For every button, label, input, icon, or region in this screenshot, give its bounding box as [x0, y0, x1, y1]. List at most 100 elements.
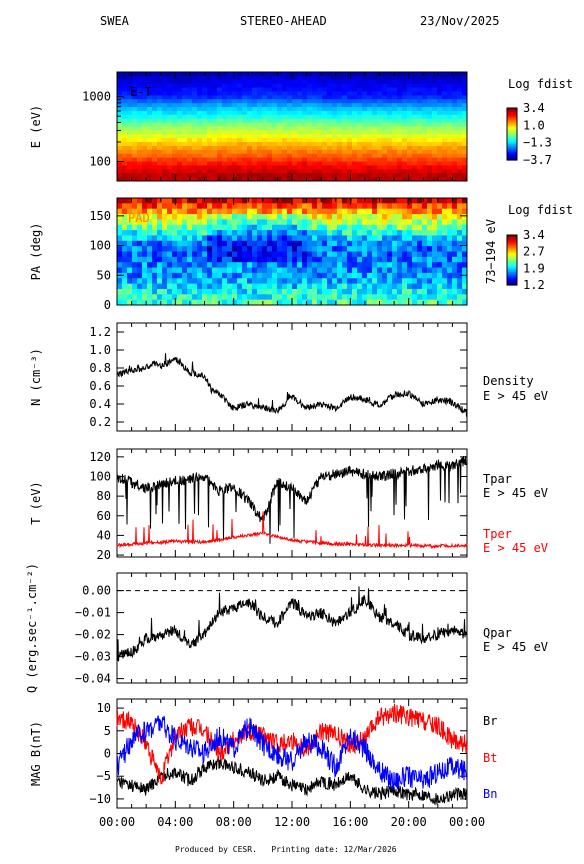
- et-cell: [217, 114, 223, 120]
- pad-cell: [422, 283, 428, 290]
- pad-cell: [242, 246, 248, 252]
- pad-cell: [312, 246, 318, 252]
- et-cell: [427, 103, 433, 108]
- pad-cell: [387, 240, 393, 247]
- et-cell: [162, 79, 168, 85]
- et-cell: [247, 173, 253, 178]
- pad-cell: [457, 214, 463, 220]
- et-cell: [232, 149, 238, 155]
- et-cell: [257, 103, 263, 108]
- et-cell: [292, 149, 298, 155]
- pad-cell: [257, 283, 263, 290]
- et-cell: [407, 72, 413, 77]
- pad-cell: [302, 240, 308, 247]
- pad-cell: [237, 230, 243, 236]
- et-cell: [207, 153, 213, 159]
- pad-cell: [257, 224, 263, 231]
- pad-cell: [187, 240, 193, 247]
- et-cell: [252, 169, 258, 174]
- et-cell: [127, 118, 133, 124]
- pad-cell: [262, 235, 268, 242]
- et-cell: [397, 157, 403, 163]
- pad-cell: [162, 262, 168, 269]
- density-label: Density: [483, 374, 534, 388]
- pad-cell: [447, 230, 453, 236]
- et-cell: [372, 157, 378, 163]
- et-cell: [157, 138, 163, 143]
- et-cell: [212, 83, 218, 89]
- pad-cell: [237, 272, 243, 279]
- pad-cell: [417, 294, 423, 301]
- et-cell: [357, 114, 363, 120]
- pad-cell: [407, 198, 413, 204]
- pad-cell: [322, 198, 328, 204]
- et-cell: [412, 72, 418, 77]
- pad-cell: [372, 299, 378, 306]
- pad-cell: [457, 240, 463, 247]
- pad-cell: [347, 219, 353, 226]
- pad-cell: [412, 214, 418, 220]
- et-cell: [412, 149, 418, 155]
- pad-cell: [287, 224, 293, 231]
- et-ytick-label: 100: [89, 154, 111, 168]
- pad-cell: [167, 203, 173, 210]
- et-cell: [452, 153, 458, 159]
- et-cell: [182, 130, 188, 135]
- et-cell: [177, 72, 183, 77]
- et-cell: [447, 153, 453, 159]
- pad-colorbar-cell: [507, 271, 517, 274]
- et-cell: [202, 122, 208, 127]
- et-cell: [147, 177, 153, 182]
- et-cell: [202, 103, 208, 108]
- et-cell: [137, 153, 143, 159]
- et-cell: [432, 130, 438, 135]
- pad-cell: [147, 251, 153, 258]
- pad-cell: [267, 214, 273, 220]
- et-cell: [177, 95, 183, 100]
- et-cell: [412, 114, 418, 120]
- et-cell: [322, 118, 328, 124]
- et-cell: [387, 91, 393, 96]
- pad-cell: [367, 246, 373, 252]
- pad-colorbar-cell: [507, 256, 517, 259]
- et-cell: [222, 122, 228, 127]
- et-cell: [457, 130, 463, 135]
- et-cell: [122, 122, 128, 127]
- et-cell: [222, 130, 228, 135]
- pad-cell: [142, 267, 148, 274]
- et-cell: [357, 149, 363, 155]
- pad-cell: [132, 230, 138, 236]
- et-cell: [377, 157, 383, 163]
- pad-cell: [137, 251, 143, 258]
- pad-cell: [152, 256, 158, 263]
- pad-cell: [302, 267, 308, 274]
- et-cell: [122, 153, 128, 159]
- pad-cell: [302, 230, 308, 236]
- pad-cell: [267, 278, 273, 285]
- pad-cell: [272, 299, 278, 306]
- pad-cell: [147, 235, 153, 242]
- pad-cell: [307, 262, 313, 269]
- et-cell: [182, 122, 188, 127]
- pad-cell: [167, 278, 173, 285]
- et-cell: [397, 161, 403, 166]
- et-cell: [407, 142, 413, 147]
- et-cell: [157, 75, 163, 81]
- et-cell: [137, 87, 143, 92]
- et-cell: [462, 138, 468, 143]
- pad-cell: [407, 272, 413, 279]
- et-cell: [242, 118, 248, 124]
- et-cell: [382, 161, 388, 166]
- pad-cell: [117, 278, 123, 285]
- et-cell: [212, 165, 218, 170]
- pad-cell: [332, 198, 338, 204]
- et-cell: [382, 169, 388, 174]
- pad-cell: [157, 203, 163, 210]
- pad-cell: [382, 267, 388, 274]
- pad-cell: [187, 278, 193, 285]
- et-cell: [217, 165, 223, 170]
- pad-cell: [252, 208, 258, 215]
- et-cell: [392, 114, 398, 120]
- et-cell: [227, 165, 233, 170]
- et-cell: [207, 110, 213, 116]
